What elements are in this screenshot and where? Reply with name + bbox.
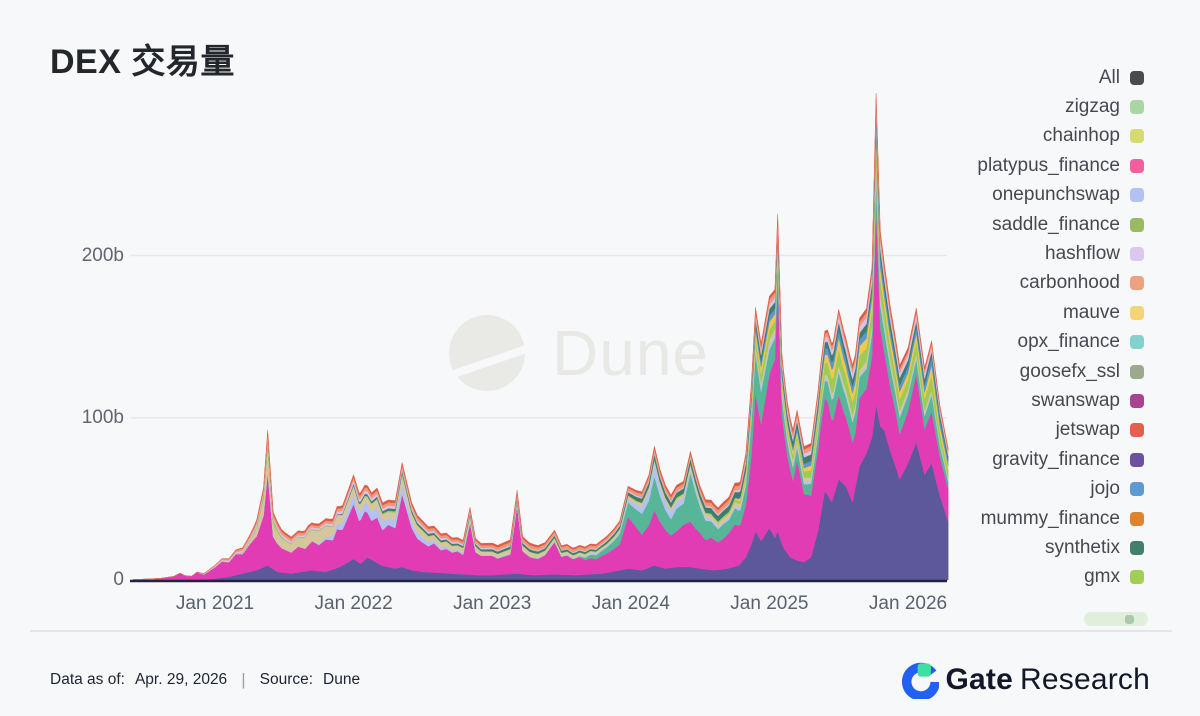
legend-label: jojo <box>1090 478 1120 500</box>
legend-label: onepunchswap <box>992 184 1120 206</box>
legend-item-carbonhood[interactable]: carbonhood <box>977 269 1144 298</box>
footer-divider: | <box>241 670 246 689</box>
legend-swatch <box>1130 423 1144 438</box>
legend-swatch <box>1125 615 1134 624</box>
x-tick-label: Jan 2025 <box>730 593 809 614</box>
x-tick-label: Jan 2022 <box>314 593 393 614</box>
data-as-of-value: Apr. 29, 2026 <box>134 671 228 688</box>
y-tick-label: 100b <box>81 406 124 428</box>
legend-label: swanswap <box>1031 389 1120 411</box>
legend-item-hashflow[interactable]: hashflow <box>977 239 1144 268</box>
footer-separator <box>30 630 1172 632</box>
legend-label: goosefx_ssl <box>1019 360 1120 382</box>
legend-swatch <box>1130 364 1144 379</box>
stacked-area-chart[interactable] <box>0 0 1200 648</box>
legend-label: saddle_finance <box>992 213 1120 235</box>
gate-research-logo: Gate Research <box>901 661 1151 699</box>
legend-swatch <box>1130 247 1144 262</box>
legend-item-mauve[interactable]: mauve <box>977 298 1144 327</box>
legend-label: gmx <box>1084 566 1120 588</box>
legend-label: hashflow <box>1045 243 1120 265</box>
legend-label: gravity_finance <box>992 448 1120 470</box>
legend-swatch <box>1130 540 1144 555</box>
gate-research-text: Gate Research <box>946 663 1151 697</box>
legend-item-swanswap[interactable]: swanswap <box>977 386 1144 415</box>
legend-swatch <box>1130 129 1144 144</box>
legend-item-onepunchswap[interactable]: onepunchswap <box>977 181 1144 210</box>
legend-swatch <box>1130 511 1144 526</box>
legend-swatch <box>1130 188 1144 203</box>
legend-label: opx_finance <box>1017 331 1120 353</box>
legend-item-gmx[interactable]: gmx <box>977 563 1144 592</box>
y-tick-label: 0 <box>113 569 124 590</box>
legend-swatch <box>1130 393 1144 408</box>
legend-label: All <box>1098 66 1120 88</box>
source-value: Dune <box>323 671 361 688</box>
legend-label: carbonhood <box>1019 272 1120 294</box>
legend-swatch <box>1130 158 1144 173</box>
x-tick-label: Jan 2021 <box>175 593 255 614</box>
legend-item-platypus-finance[interactable]: platypus_finance <box>977 151 1144 180</box>
legend-swatch <box>1130 305 1144 320</box>
legend-item-zigzag[interactable]: zigzag <box>977 92 1144 121</box>
legend-item-gravity-finance[interactable]: gravity_finance <box>977 445 1144 474</box>
legend-label: synthetix <box>1045 536 1120 558</box>
brand-bold: Gate <box>945 663 1013 696</box>
legend-swatch <box>1130 570 1144 585</box>
legend-swatch <box>1130 217 1144 232</box>
source-label: Source: <box>259 671 314 688</box>
page-title: DEX 交易量 <box>50 43 235 81</box>
legend-label: jetswap <box>1055 419 1120 441</box>
legend-item-saddle-finance[interactable]: saddle_finance <box>977 210 1144 239</box>
legend-item-partial[interactable] <box>1084 612 1148 626</box>
legend-item-goosefx-ssl[interactable]: goosefx_ssl <box>977 357 1144 386</box>
legend-item-mummy-finance[interactable]: mummy_finance <box>977 504 1144 533</box>
dune-logo-icon <box>448 315 526 391</box>
legend-item-jetswap[interactable]: jetswap <box>977 416 1144 445</box>
legend-swatch <box>1130 276 1144 291</box>
dune-watermark-text: Dune <box>552 317 709 389</box>
legend-item-jojo[interactable]: jojo <box>977 474 1144 503</box>
legend-label: mauve <box>1062 301 1120 323</box>
area-series-jetswap[interactable] <box>133 93 949 580</box>
legend-label: chainhop <box>1042 125 1120 147</box>
legend-label: zigzag <box>1065 96 1120 118</box>
gate-logo-icon <box>901 662 939 699</box>
legend-item-all[interactable]: All <box>977 63 1144 92</box>
legend-swatch <box>1130 100 1144 115</box>
legend-item-chainhop[interactable]: chainhop <box>977 122 1144 151</box>
footer: Data as of: Apr. 29, 2026 | Source: Dune… <box>50 660 1150 700</box>
dune-watermark: Dune <box>448 314 709 392</box>
legend-swatch <box>1130 70 1144 85</box>
legend-label: platypus_finance <box>977 154 1120 176</box>
y-tick-label: 200b <box>81 244 124 266</box>
legend-swatch <box>1130 452 1144 467</box>
legend-swatch <box>1130 335 1144 350</box>
legend-swatch <box>1130 482 1144 497</box>
brand-light: Research <box>1020 663 1150 696</box>
x-tick-label: Jan 2024 <box>591 593 670 614</box>
legend-label: mummy_finance <box>980 507 1120 529</box>
x-tick-label: Jan 2026 <box>868 593 948 614</box>
data-as-of-label: Data as of: <box>50 671 125 688</box>
footer-meta: Data as of: Apr. 29, 2026 | Source: Dune <box>50 670 360 690</box>
legend-item-synthetix[interactable]: synthetix <box>977 533 1144 562</box>
x-tick-label: Jan 2023 <box>453 593 532 614</box>
legend-item-opx-finance[interactable]: opx_finance <box>977 328 1144 357</box>
